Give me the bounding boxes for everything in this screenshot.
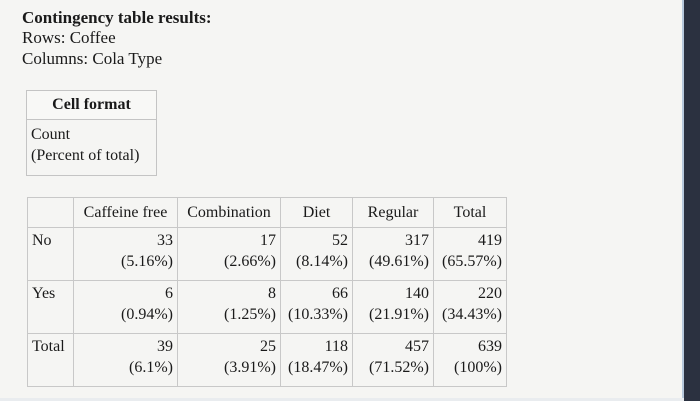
table-cell: 25 (3.91%): [177, 333, 281, 387]
cell-count: 639: [478, 338, 502, 355]
table-cell: 220 (34.43%): [433, 280, 507, 334]
table-row: No 33 (5.16%) 17 (2.66%) 52 (8.14%) 317 (49.61%)…: [27, 227, 507, 281]
table-row: Yes 6 (0.94%) 8 (1.25%) 66 (10.33%) 140 (21.91%)…: [27, 280, 507, 334]
cell-percent: (8.14%): [296, 253, 348, 270]
cell-count: 6: [165, 285, 173, 302]
cell-format-line: (Percent of total): [31, 147, 140, 164]
screen-edge: [684, 0, 700, 401]
column-header: Caffeine free: [73, 197, 178, 228]
columns-line: Columns: Cola Type: [22, 49, 163, 68]
header-row: Caffeine free Combination Diet Regular Total: [27, 197, 507, 228]
table-cell: 8 (1.25%): [177, 280, 281, 334]
column-header: Regular: [352, 197, 434, 228]
cell-percent: (21.91%): [369, 306, 429, 323]
cell-count: 52: [332, 232, 348, 249]
column-header: Combination: [177, 197, 281, 228]
table-cell: 140 (21.91%): [352, 280, 434, 334]
row-label: Total: [27, 333, 74, 387]
table-cell: 39 (6.1%): [73, 333, 178, 387]
cell-count: 419: [478, 232, 502, 249]
table-cell: 118 (18.47%): [280, 333, 353, 387]
cell-percent: (2.66%): [224, 253, 276, 270]
corner-cell: [27, 197, 74, 228]
cell-count: 33: [157, 232, 173, 249]
table-cell: 457 (71.52%): [352, 333, 434, 387]
cell-count: 66: [332, 285, 348, 302]
output-panel: Contingency table results: Rows: Coffee …: [0, 0, 684, 398]
cell-count: 220: [478, 285, 502, 302]
cell-percent: (34.43%): [442, 306, 502, 323]
cell-count: 8: [268, 285, 276, 302]
cell-percent: (1.25%): [224, 306, 276, 323]
table-cell: 6 (0.94%): [73, 280, 178, 334]
cell-count: 39: [157, 338, 173, 355]
cell-format-body: Count (Percent of total): [27, 120, 156, 175]
table-cell: 52 (8.14%): [280, 227, 353, 281]
table-cell: 317 (49.61%): [352, 227, 434, 281]
cell-count: 140: [405, 285, 429, 302]
row-label: No: [27, 227, 74, 281]
table-cell: 33 (5.16%): [73, 227, 178, 281]
column-header: Diet: [280, 197, 353, 228]
title: Contingency table results:: [22, 8, 212, 27]
table-row: Total 39 (6.1%) 25 (3.91%) 118 (18.47%) 457 (71.…: [27, 333, 507, 387]
cell-count: 17: [260, 232, 276, 249]
cell-percent: (0.94%): [121, 306, 173, 323]
table-cell: 66 (10.33%): [280, 280, 353, 334]
row-label: Yes: [27, 280, 74, 334]
cell-count: 118: [324, 338, 348, 355]
table-cell: 17 (2.66%): [177, 227, 281, 281]
column-header: Total: [433, 197, 507, 228]
cell-percent: (65.57%): [442, 253, 502, 270]
cell-count: 317: [405, 232, 429, 249]
cell-percent: (71.52%): [369, 359, 429, 376]
table-cell: 639 (100%): [433, 333, 507, 387]
table-cell: 419 (65.57%): [433, 227, 507, 281]
cell-percent: (3.91%): [224, 359, 276, 376]
cell-percent: (6.1%): [129, 359, 173, 376]
contingency-table: Caffeine free Combination Diet Regular Total…: [27, 197, 507, 387]
cell-percent: (18.47%): [288, 359, 348, 376]
cell-format-box: Cell format Count (Percent of total): [26, 90, 157, 176]
cell-percent: (10.33%): [288, 306, 348, 323]
cell-count: 457: [405, 338, 429, 355]
cell-percent: (49.61%): [369, 253, 429, 270]
cell-format-title: Cell format: [27, 91, 156, 120]
cell-percent: (100%): [454, 359, 502, 376]
cell-count: 25: [260, 338, 276, 355]
cell-percent: (5.16%): [121, 253, 173, 270]
cell-format-line: Count: [31, 126, 71, 143]
rows-line: Rows: Coffee: [22, 28, 116, 47]
